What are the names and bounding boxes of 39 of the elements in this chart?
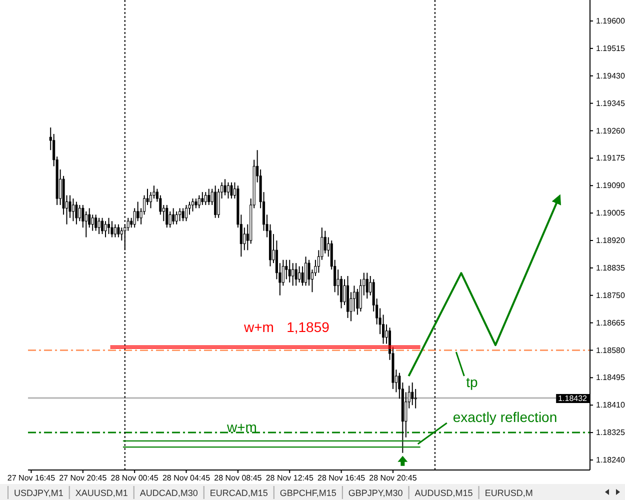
- text: GBPCHF,M15: [280, 488, 336, 498]
- y-tick-label: 1.18920: [596, 236, 625, 246]
- y-tick-label: 1.19345: [596, 98, 625, 108]
- annotation: exactly reflection: [452, 409, 558, 425]
- y-tick-label: 1.19175: [596, 154, 625, 163]
- y-tick-label: 1.18495: [596, 373, 625, 382]
- text: XAUUSD,M1: [75, 488, 128, 498]
- x-tick-label: 28 Nov 12:45: [266, 474, 314, 483]
- y-tick-label: 1.19260: [596, 126, 625, 136]
- y-tick-label: 1.19005: [596, 208, 625, 218]
- y-tick-label: 1.18750: [596, 290, 625, 300]
- annotation: w+m: [226, 419, 257, 435]
- x-tick-label: 27 Nov 16:45: [7, 474, 56, 483]
- text: EURUSD,M: [484, 488, 533, 498]
- y-tick-label: 1.19515: [596, 44, 625, 53]
- y-tick-label: 1.18410: [596, 400, 625, 410]
- y-tick-label: 1.19090: [596, 181, 625, 190]
- y-tick-label: 1.18835: [596, 263, 625, 272]
- x-tick-label: 28 Nov 00:45: [110, 474, 159, 483]
- y-tick-label: 1.18665: [596, 318, 625, 328]
- x-tick-label: 28 Nov 04:45: [162, 474, 211, 483]
- y-tick-label: 1.18240: [596, 456, 625, 465]
- y-tick-label: 1.18325: [596, 428, 625, 438]
- text: AUDCAD,M30: [140, 488, 198, 498]
- annotation: 1,1859: [286, 319, 330, 335]
- y-tick-label: 1.19430: [596, 71, 625, 80]
- y-tick-label: 1.19600: [596, 16, 625, 26]
- text: AUDUSD,M15: [414, 488, 473, 498]
- y-tick-label: 1.18580: [596, 346, 625, 355]
- ref-line-label: 1.18432: [558, 394, 588, 404]
- x-tick-label: 28 Nov 16:45: [318, 474, 366, 483]
- annotation: tp: [466, 374, 478, 390]
- text: EURCAD,M15: [210, 488, 268, 498]
- x-tick-label: 28 Nov 08:45: [214, 474, 262, 483]
- x-tick-label: 27 Nov 20:45: [59, 474, 108, 483]
- annotation: w+m: [243, 319, 274, 335]
- x-tick-label: 28 Nov 20:45: [369, 474, 418, 483]
- text: USDJPY,M1: [14, 488, 64, 498]
- text: GBPJPY,M30: [348, 488, 403, 498]
